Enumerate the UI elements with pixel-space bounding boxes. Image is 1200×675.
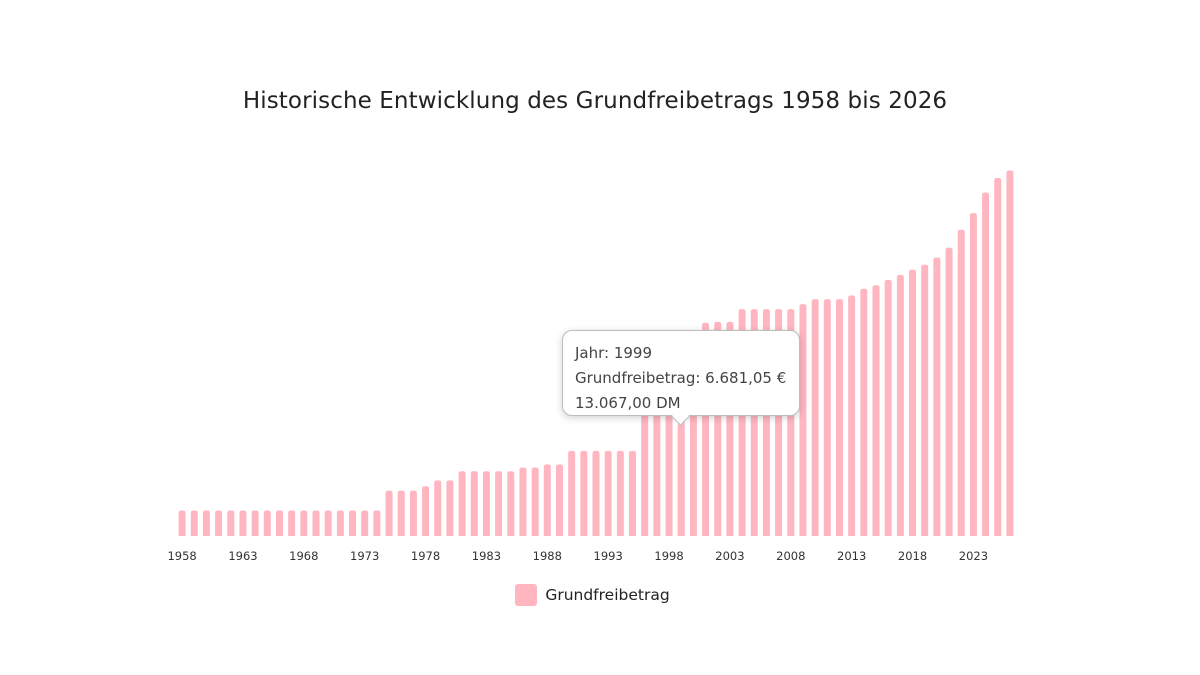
- bar-1969[interactable]: [312, 510, 320, 536]
- bar-2023[interactable]: [969, 213, 977, 536]
- bar-1992[interactable]: [592, 450, 600, 536]
- bar-1958[interactable]: [178, 510, 186, 536]
- x-tick-label: 1998: [654, 549, 683, 563]
- bar-2011[interactable]: [823, 299, 831, 536]
- bar-1989[interactable]: [555, 464, 563, 536]
- legend-swatch[interactable]: [515, 584, 538, 606]
- bar-1970[interactable]: [324, 510, 332, 536]
- bar-1994[interactable]: [616, 450, 624, 536]
- tooltip-value-dm: 13.067,00 DM: [575, 394, 681, 412]
- bar-1981[interactable]: [458, 471, 466, 536]
- chart-tooltip: Jahr: 1999 Grundfreibetrag: 6.681,05 € 1…: [562, 330, 800, 426]
- bar-1977[interactable]: [409, 490, 417, 536]
- bar-2022[interactable]: [957, 229, 965, 536]
- x-tick-label: 2023: [959, 549, 988, 563]
- x-tick-label: 1993: [594, 549, 623, 563]
- tooltip-year: Jahr: 1999: [575, 344, 653, 362]
- x-axis-labels: 1958 1963 1968 1973 1978 1983 1988 1993 1998 2003…: [167, 549, 988, 563]
- bar-1991[interactable]: [580, 450, 588, 536]
- x-tick-label: 1958: [167, 549, 196, 563]
- x-tick-label: 1978: [411, 549, 440, 563]
- bar-1987[interactable]: [531, 467, 539, 536]
- x-tick-label: 2013: [837, 549, 866, 563]
- bar-1974[interactable]: [373, 510, 381, 536]
- bar-1959[interactable]: [190, 510, 198, 536]
- bar-1961[interactable]: [215, 510, 223, 536]
- bar-2021[interactable]: [945, 247, 953, 536]
- bar-1967[interactable]: [288, 510, 296, 536]
- bar-1971[interactable]: [336, 510, 344, 536]
- bar-1962[interactable]: [227, 510, 235, 536]
- bar-2009[interactable]: [799, 304, 807, 536]
- bar-1963[interactable]: [239, 510, 247, 536]
- x-tick-label: 1983: [472, 549, 501, 563]
- bar-2016[interactable]: [884, 279, 892, 536]
- bar-1995[interactable]: [629, 450, 637, 536]
- bar-2025[interactable]: [994, 177, 1002, 536]
- bar-1975[interactable]: [385, 490, 393, 536]
- bar-1985[interactable]: [507, 471, 515, 536]
- bar-1968[interactable]: [300, 510, 308, 536]
- bar-1960[interactable]: [202, 510, 210, 536]
- legend: Grundfreibetrag: [0, 584, 1185, 606]
- bar-1978[interactable]: [422, 486, 430, 536]
- x-tick-label: 1968: [289, 549, 318, 563]
- bar-1980[interactable]: [446, 480, 454, 536]
- bar-1966[interactable]: [275, 510, 283, 536]
- bar-1990[interactable]: [568, 450, 576, 536]
- bar-1983[interactable]: [482, 471, 490, 536]
- bar-2019[interactable]: [921, 264, 929, 536]
- bar-2026[interactable]: [1006, 170, 1014, 536]
- x-tick-label: 1963: [228, 549, 257, 563]
- x-tick-label: 2008: [776, 549, 805, 563]
- bar-1965[interactable]: [263, 510, 271, 536]
- bar-2012[interactable]: [835, 299, 843, 536]
- chart-title: Historische Entwicklung des Grundfreibet…: [242, 88, 948, 114]
- bar-2014[interactable]: [860, 288, 868, 536]
- bar-1988[interactable]: [543, 464, 551, 536]
- x-tick-label: 2018: [898, 549, 927, 563]
- x-tick-label: 2003: [715, 549, 744, 563]
- tooltip-value-euro: Grundfreibetrag: 6.681,05 €: [575, 369, 787, 387]
- bar-1976[interactable]: [397, 490, 405, 536]
- bar-1973[interactable]: [361, 510, 369, 536]
- bar-1982[interactable]: [470, 471, 478, 536]
- bar-2018[interactable]: [909, 269, 917, 536]
- bar-1972[interactable]: [349, 510, 357, 536]
- bar-2015[interactable]: [872, 285, 880, 536]
- bar-2017[interactable]: [896, 274, 904, 536]
- bar-2024[interactable]: [982, 192, 990, 536]
- bar-2020[interactable]: [933, 257, 941, 536]
- x-tick-label: 1973: [350, 549, 379, 563]
- bar-1964[interactable]: [251, 510, 259, 536]
- bar-2013[interactable]: [848, 295, 856, 536]
- bar-1979[interactable]: [434, 480, 442, 536]
- bar-1993[interactable]: [604, 450, 612, 536]
- bar-2010[interactable]: [811, 299, 819, 536]
- legend-label[interactable]: Grundfreibetrag: [545, 586, 670, 604]
- bar-1986[interactable]: [519, 467, 527, 536]
- bar-1984[interactable]: [495, 471, 503, 536]
- x-tick-label: 1988: [533, 549, 562, 563]
